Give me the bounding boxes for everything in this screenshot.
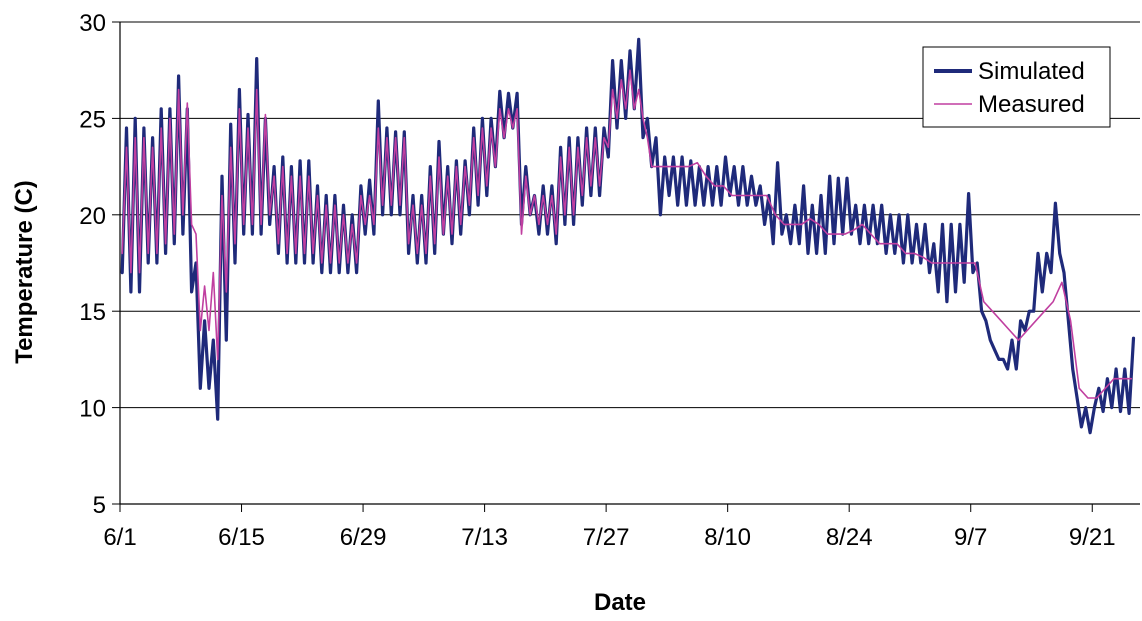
axes <box>112 21 1140 512</box>
x-tick-label: 9/7 <box>954 524 987 551</box>
legend-simulated-label: Simulated <box>978 58 1085 85</box>
legend: Simulated Measured <box>922 46 1111 128</box>
y-tick-label: 25 <box>79 106 106 133</box>
series-line-measured <box>121 69 1133 399</box>
x-tick-label: 9/21 <box>1069 524 1116 551</box>
y-tick-label: 15 <box>79 299 106 326</box>
x-tick-label: 7/13 <box>461 524 508 551</box>
y-tick-label: 10 <box>79 396 106 423</box>
y-tick-label: 5 <box>93 492 106 519</box>
x-tick-label: 6/1 <box>103 524 136 551</box>
legend-measured-label: Measured <box>978 91 1085 118</box>
x-tick-label: 8/10 <box>704 524 751 551</box>
x-tick-label: 8/24 <box>826 524 873 551</box>
y-axis-title: Temperature (C) <box>11 180 38 364</box>
tick-labels: 5 10 15 20 25 30 6/1 6/15 6/29 7/13 7/27 8/10 8/24 9/… <box>79 10 1115 551</box>
x-tick-label: 6/29 <box>340 524 387 551</box>
x-tick-label: 6/15 <box>218 524 265 551</box>
series-layer <box>120 37 1136 435</box>
y-tick-label: 30 <box>79 10 106 37</box>
x-tick-label: 7/27 <box>583 524 630 551</box>
y-tick-label: 20 <box>79 203 106 230</box>
legend-box <box>922 46 1111 128</box>
x-axis-title: Date <box>594 589 646 616</box>
